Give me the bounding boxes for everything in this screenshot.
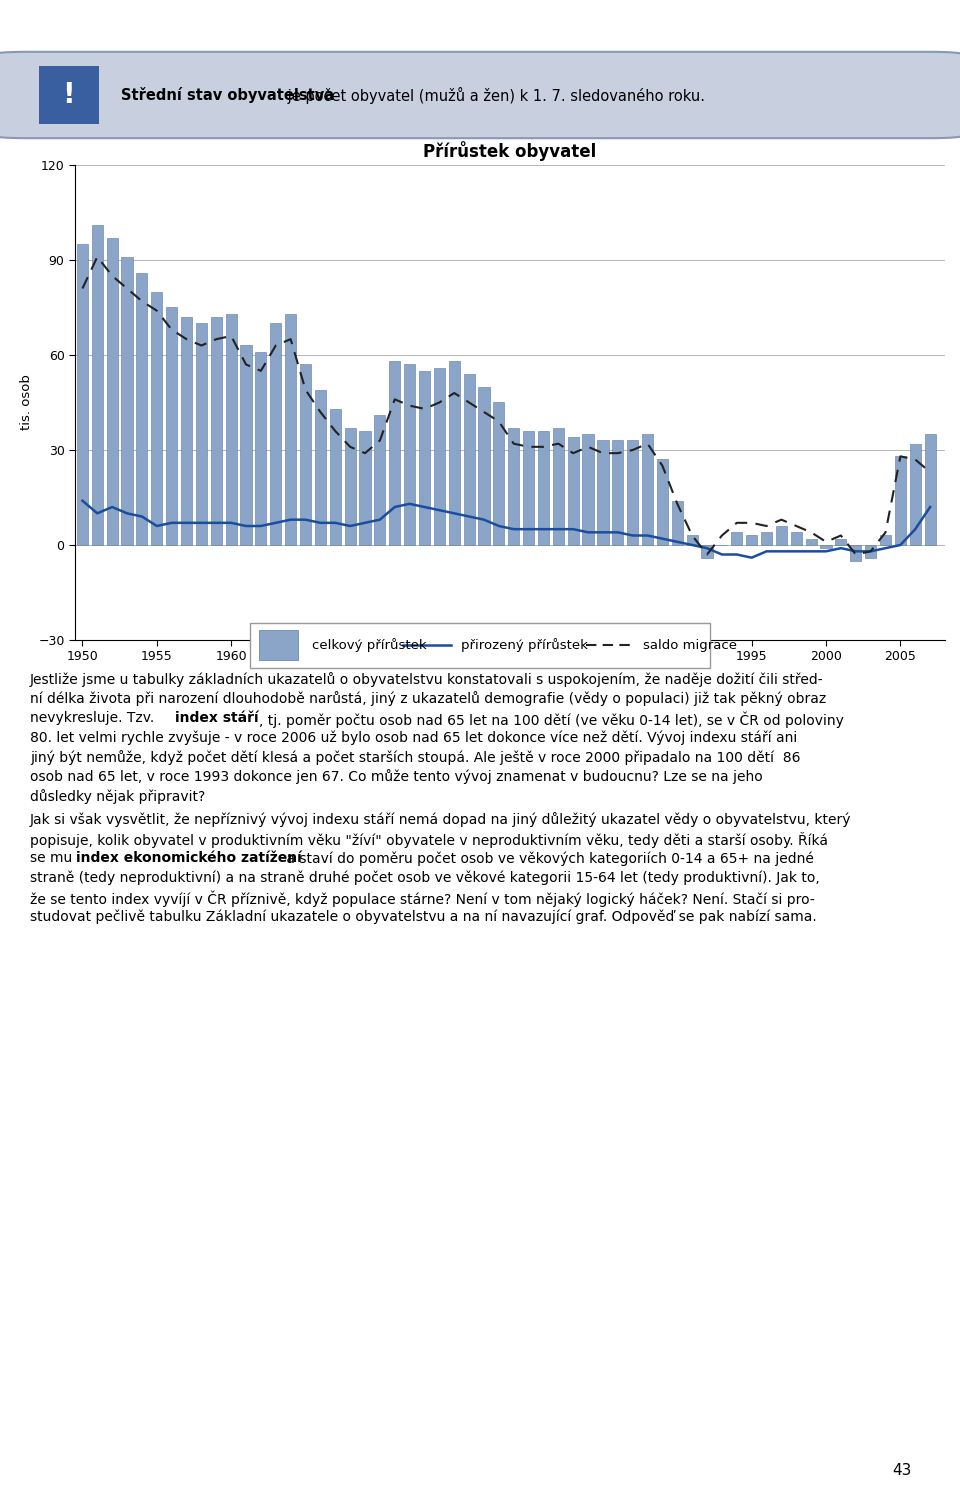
Bar	[597, 440, 609, 545]
Bar	[508, 428, 519, 545]
Bar	[642, 434, 653, 545]
FancyBboxPatch shape	[250, 622, 710, 667]
Text: Střední stav obyvatelstva: Střední stav obyvatelstva	[121, 87, 334, 103]
Text: je počet obyvatel (mužů a žen) k 1. 7. sledovaného roku.: je počet obyvatel (mužů a žen) k 1. 7. s…	[283, 87, 706, 103]
Bar	[924, 434, 936, 545]
Bar	[851, 545, 861, 561]
Bar	[746, 536, 757, 545]
Text: , tj. poměr počtu osob nad 65 let na 100 dětí (ve věku 0-14 let), se v ČR od pol: , tj. poměr počtu osob nad 65 let na 100…	[259, 711, 844, 727]
Bar	[805, 539, 817, 545]
Bar	[583, 434, 593, 545]
Bar	[478, 386, 490, 545]
Bar	[493, 402, 504, 545]
Text: 80. let velmi rychle zvyšuje - v roce 2006 už bylo osob nad 65 let dokonce více : 80. let velmi rychle zvyšuje - v roce 20…	[30, 730, 797, 745]
Text: osob nad 65 let, v roce 1993 dokonce jen 67. Co může tento vývoj znamenat v budo: osob nad 65 let, v roce 1993 dokonce jen…	[30, 769, 763, 784]
Bar	[567, 437, 579, 545]
Text: Jak si však vysvětlit, že nepříznivý vývoj indexu stáří nemá dopad na jiný důlež: Jak si však vysvětlit, že nepříznivý výv…	[30, 812, 852, 827]
Text: 43: 43	[893, 1463, 912, 1478]
Bar	[910, 444, 921, 545]
Bar	[419, 371, 430, 545]
Bar	[761, 533, 772, 545]
Bar	[865, 545, 876, 558]
Text: OBYVATELSTVO: OBYVATELSTVO	[764, 10, 946, 30]
Text: popisuje, kolik obyvatel v produktivním věku "žíví" obyvatele v neproduktivním v: popisuje, kolik obyvatel v produktivním …	[30, 832, 828, 848]
Text: přirozený přírůstek: přirozený přírůstek	[461, 637, 588, 652]
Bar	[448, 362, 460, 545]
Text: Jestliže jsme u tabulky základních ukazatelů o obyvatelstvu konstatovali s uspok: Jestliže jsme u tabulky základních ukaza…	[30, 672, 824, 687]
Text: ní délka života při narození dlouhodobě narůstá, jiný z ukazatelů demografie (vě: ní délka života při narození dlouhodobě …	[30, 691, 827, 706]
Bar	[122, 257, 132, 545]
Text: studovat pečlivě tabulku Základní ukazatele o obyvatelstvu a na ní navazující gr: studovat pečlivě tabulku Základní ukazat…	[30, 910, 817, 925]
Bar	[315, 390, 326, 545]
Bar	[359, 431, 371, 545]
Text: saldo migrace: saldo migrace	[643, 639, 737, 651]
Bar	[835, 539, 847, 545]
Y-axis label: tis. osob: tis. osob	[19, 374, 33, 431]
Bar	[136, 272, 148, 545]
Bar	[880, 536, 891, 545]
Bar	[255, 352, 267, 545]
Text: !: !	[62, 81, 75, 109]
Bar	[345, 428, 356, 545]
Bar	[181, 317, 192, 545]
Bar	[210, 317, 222, 545]
FancyBboxPatch shape	[38, 66, 99, 124]
Bar	[791, 533, 802, 545]
Bar	[523, 431, 534, 545]
Bar	[152, 292, 162, 545]
Bar	[464, 374, 474, 545]
Bar	[300, 365, 311, 545]
Bar	[107, 238, 118, 545]
Text: důsledky nějak připravit?: důsledky nějak připravit?	[30, 788, 205, 803]
Bar	[389, 362, 400, 545]
Bar	[77, 244, 88, 545]
Bar	[553, 428, 564, 545]
FancyBboxPatch shape	[259, 630, 298, 660]
Text: nevykresluje. Tzv.: nevykresluje. Tzv.	[30, 711, 158, 726]
Bar	[776, 527, 787, 545]
Bar	[627, 440, 638, 545]
Bar	[538, 431, 549, 545]
Bar	[166, 308, 178, 545]
Bar	[702, 545, 712, 558]
Text: jiný být nemůže, když počet dětí klesá a počet starších stoupá. Ale ještě v roce: jiný být nemůže, když počet dětí klesá a…	[30, 749, 801, 764]
Bar	[732, 533, 742, 545]
Bar	[226, 314, 237, 545]
Title: Přírůstek obyvatel: Přírůstek obyvatel	[423, 141, 596, 160]
Bar	[434, 368, 444, 545]
Text: straně (tedy neproduktivní) a na straně druhé počet osob ve věkové kategorii 15-: straně (tedy neproduktivní) a na straně …	[30, 871, 820, 886]
Bar	[329, 408, 341, 545]
Bar	[895, 456, 906, 545]
Bar	[285, 314, 297, 545]
Text: celkový přírůstek: celkový přírůstek	[312, 637, 426, 652]
Bar	[270, 323, 281, 545]
Bar	[92, 226, 103, 545]
Bar	[404, 365, 415, 545]
Text: index stáří: index stáří	[175, 711, 259, 726]
Bar	[374, 416, 386, 545]
Bar	[686, 536, 698, 545]
Text: se mu: se mu	[30, 851, 77, 865]
Bar	[672, 501, 683, 545]
Bar	[657, 459, 668, 545]
Bar	[821, 545, 831, 548]
Text: že se tento index vyvíjí v ČR příznivě, když populace stárne? Není v tom nějaký : že se tento index vyvíjí v ČR příznivě, …	[30, 890, 815, 907]
Text: index ekonomického zatížení: index ekonomického zatížení	[76, 851, 301, 865]
Bar	[612, 440, 623, 545]
Bar	[240, 346, 252, 545]
Bar	[196, 323, 207, 545]
Text: a staví do poměru počet osob ve věkových kategoriích 0-14 a 65+ na jedné: a staví do poměru počet osob ve věkových…	[282, 851, 814, 866]
FancyBboxPatch shape	[0, 52, 960, 138]
